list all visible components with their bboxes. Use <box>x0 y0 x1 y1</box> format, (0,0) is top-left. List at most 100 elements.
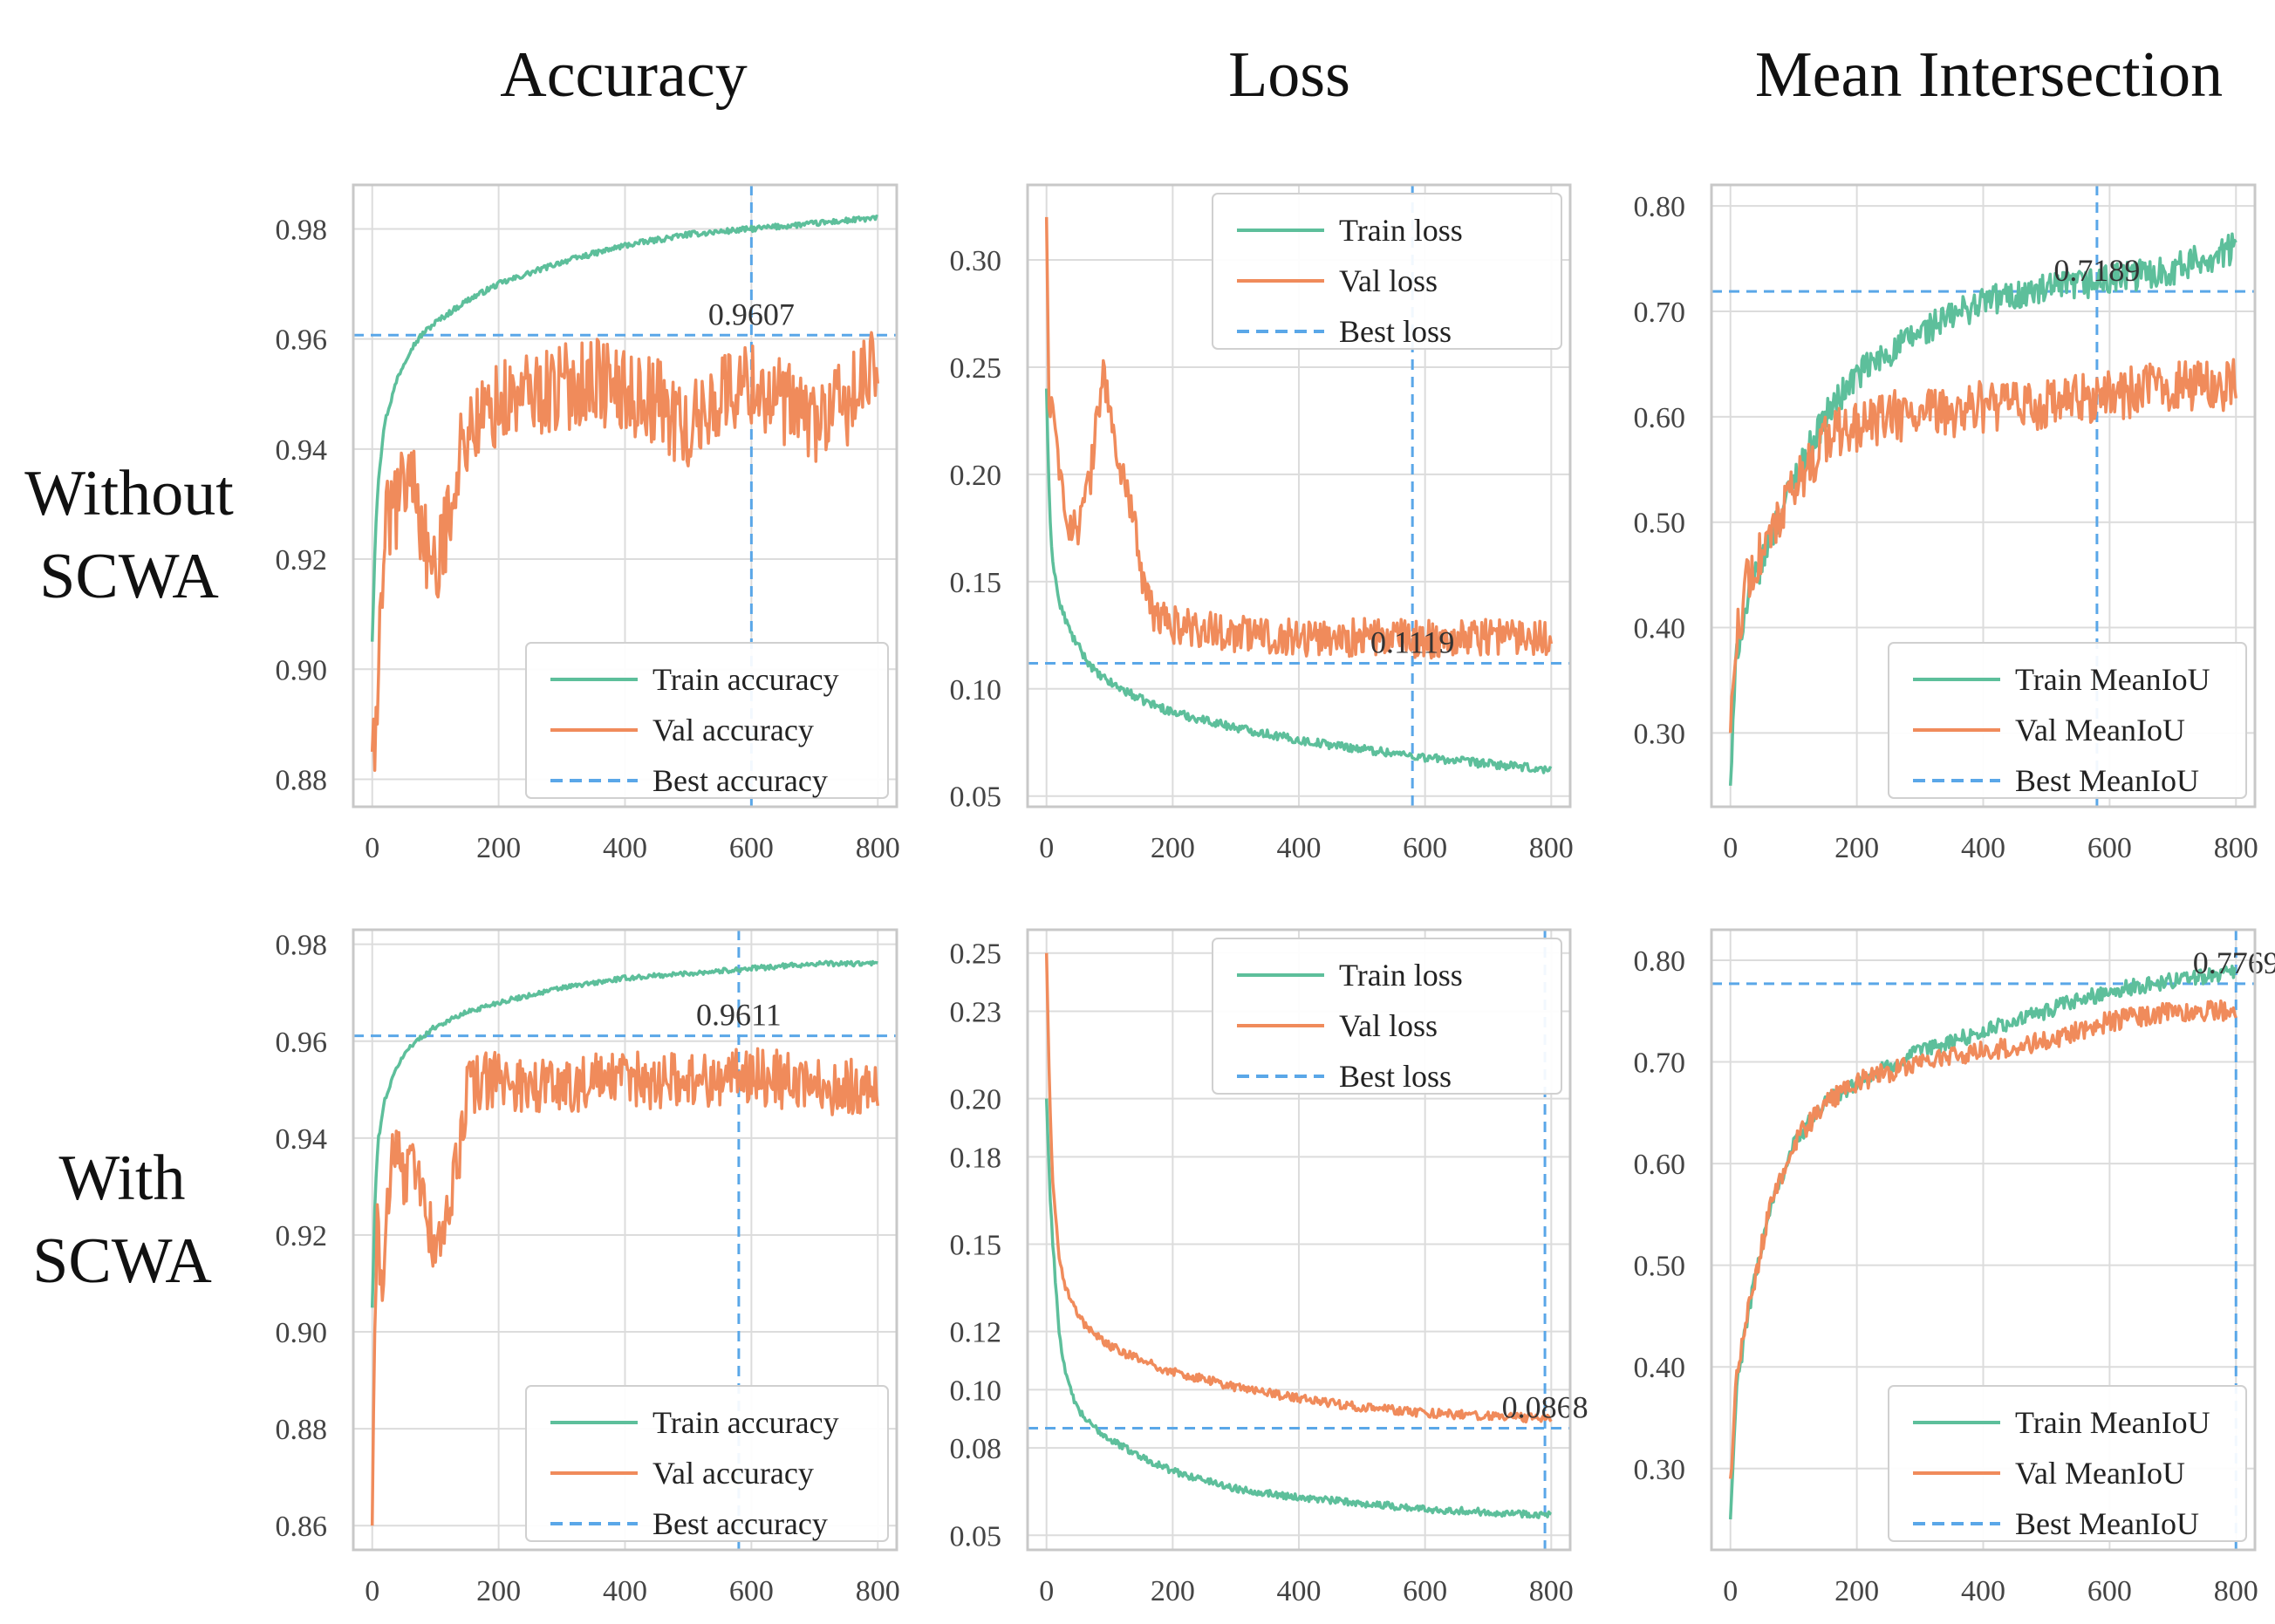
x-tick-label: 400 <box>603 832 647 864</box>
series-line-train <box>370 959 878 1308</box>
best-value-label: 0.7189 <box>2053 253 2140 288</box>
best-value-label: 0.9607 <box>708 297 795 331</box>
y-tick-label: 0.25 <box>950 938 1002 971</box>
y-tick-label: 0.96 <box>276 1027 328 1059</box>
plot-frame <box>1026 183 1572 809</box>
y-tick-label: 0.90 <box>276 1317 328 1349</box>
y-tick-label: 0.92 <box>276 544 328 577</box>
legend: Train loss Val loss Best loss <box>1212 938 1562 1095</box>
series-line-val <box>370 1047 880 1526</box>
plot-frame <box>1026 928 1572 1552</box>
x-tick-label: 0 <box>1723 832 1738 864</box>
y-tick-label: 0.25 <box>950 352 1002 385</box>
x-tick-label: 800 <box>2214 1575 2258 1607</box>
legend-label: Val accuracy <box>652 1456 814 1491</box>
legend-label: Best MeanIoU <box>2015 763 2199 798</box>
y-tick-label: 0.92 <box>276 1220 328 1252</box>
plot-frame <box>352 183 898 809</box>
x-tick-label: 600 <box>1403 832 1447 864</box>
best-value-label: 0.7769 <box>2193 945 2275 980</box>
x-tick-label: 400 <box>603 1575 647 1607</box>
legend-label: Train MeanIoU <box>2015 662 2210 697</box>
legend-label: Val loss <box>1339 1008 1438 1043</box>
x-tick-label: 800 <box>856 1575 900 1607</box>
series-line-val <box>1044 952 1553 1424</box>
y-tick-label: 0.05 <box>950 1520 1002 1552</box>
legend-label: Train accuracy <box>652 662 839 697</box>
x-tick-label: 600 <box>1403 1575 1447 1607</box>
series-line-val <box>1728 999 2237 1479</box>
plot-frame <box>1710 183 2257 809</box>
y-tick-label: 0.94 <box>276 434 328 467</box>
column-title-mean-intersection: Mean Intersection <box>1755 39 2223 111</box>
y-tick-label: 0.30 <box>950 245 1002 277</box>
x-tick-label: 200 <box>1834 1575 1879 1607</box>
legend: Train MeanIoU Val MeanIoU Best MeanIoU <box>1888 1385 2247 1542</box>
row-title-with-line2: SCWA <box>32 1225 212 1297</box>
y-tick-label: 0.18 <box>950 1142 1002 1174</box>
x-tick-label: 600 <box>729 1575 774 1607</box>
x-tick-label: 200 <box>476 1575 521 1607</box>
best-value-label: 0.0868 <box>1502 1389 1588 1424</box>
chart-panel-loss-without: 0 200 400 600 800 0.05 0.10 0.15 0.20 0.25 0.30 0.1… <box>950 183 1574 864</box>
x-tick-label: 400 <box>1961 832 2005 864</box>
series-line-val <box>1044 216 1554 660</box>
row-title-without-line2: SCWA <box>39 541 219 612</box>
y-tick-label: 0.98 <box>276 930 328 962</box>
legend: Train accuracy Val accuracy Best accuracy <box>525 1385 889 1542</box>
y-tick-label: 0.20 <box>950 1084 1002 1116</box>
x-tick-label: 400 <box>1277 1575 1322 1607</box>
y-tick-label: 0.10 <box>950 1375 1002 1407</box>
best-value-label: 0.9611 <box>696 998 782 1033</box>
legend-box <box>1212 938 1562 1095</box>
y-tick-label: 0.50 <box>1634 1251 1686 1283</box>
y-tick-label: 0.98 <box>276 214 328 246</box>
legend: Train MeanIoU Val MeanIoU Best MeanIoU <box>1888 642 2247 799</box>
y-tick-label: 0.20 <box>950 460 1002 492</box>
y-tick-label: 0.30 <box>1634 718 1686 750</box>
y-tick-label: 0.30 <box>1634 1454 1686 1486</box>
series-line-train <box>370 215 878 642</box>
legend-box <box>1888 642 2247 799</box>
row-title-without-line1: Without <box>24 458 234 529</box>
series-line-train <box>1728 232 2237 786</box>
y-tick-label: 0.70 <box>1634 1047 1686 1080</box>
x-tick-label: 0 <box>1039 1575 1054 1607</box>
y-tick-label: 0.70 <box>1634 297 1686 329</box>
y-tick-label: 0.23 <box>950 996 1002 1028</box>
y-tick-label: 0.88 <box>276 1414 328 1446</box>
chart-panel-acc-without: 0 200 400 600 800 0.88 0.90 0.92 0.94 0.96 0.98 0.9… <box>276 183 900 864</box>
x-tick-label: 200 <box>1151 1575 1195 1607</box>
legend-label: Train loss <box>1339 213 1463 248</box>
chart-panel-miou-without: 0 200 400 600 800 0.30 0.40 0.50 0.60 0.70 0.80 0.7… <box>1634 183 2258 864</box>
chart-panel-miou-with: 0 200 400 600 800 0.30 0.40 0.50 0.60 0.70 0.80 0.7… <box>1634 928 2275 1607</box>
x-tick-label: 800 <box>2214 832 2258 864</box>
y-tick-label: 0.08 <box>950 1433 1002 1465</box>
legend-label: Train MeanIoU <box>2015 1405 2210 1440</box>
column-title-loss: Loss <box>1228 39 1350 111</box>
chart-panel-loss-with: 0 200 400 600 800 0.05 0.08 0.10 0.12 0.15 0.18 0.2… <box>950 928 1588 1607</box>
y-tick-label: 0.10 <box>950 674 1002 706</box>
x-tick-label: 200 <box>1834 832 1879 864</box>
x-tick-label: 800 <box>1529 832 1574 864</box>
column-title-accuracy: Accuracy <box>500 39 747 111</box>
legend-label: Val MeanIoU <box>2015 713 2185 747</box>
x-tick-label: 800 <box>1529 1575 1574 1607</box>
x-tick-label: 600 <box>2087 1575 2132 1607</box>
legend-label: Best accuracy <box>652 1506 828 1541</box>
x-tick-label: 0 <box>365 832 379 864</box>
x-tick-label: 400 <box>1277 832 1322 864</box>
legend-label: Val loss <box>1339 263 1438 298</box>
legend-box <box>525 642 889 799</box>
y-tick-label: 0.40 <box>1634 613 1686 645</box>
y-tick-label: 0.80 <box>1634 191 1686 223</box>
legend-label: Train loss <box>1339 958 1463 993</box>
x-tick-label: 0 <box>365 1575 379 1607</box>
y-tick-label: 0.94 <box>276 1123 328 1156</box>
plot-frame <box>1710 928 2257 1552</box>
legend-box <box>1212 193 1562 350</box>
series-line-val <box>1728 358 2238 734</box>
y-tick-label: 0.96 <box>276 324 328 357</box>
x-tick-label: 0 <box>1723 1575 1738 1607</box>
